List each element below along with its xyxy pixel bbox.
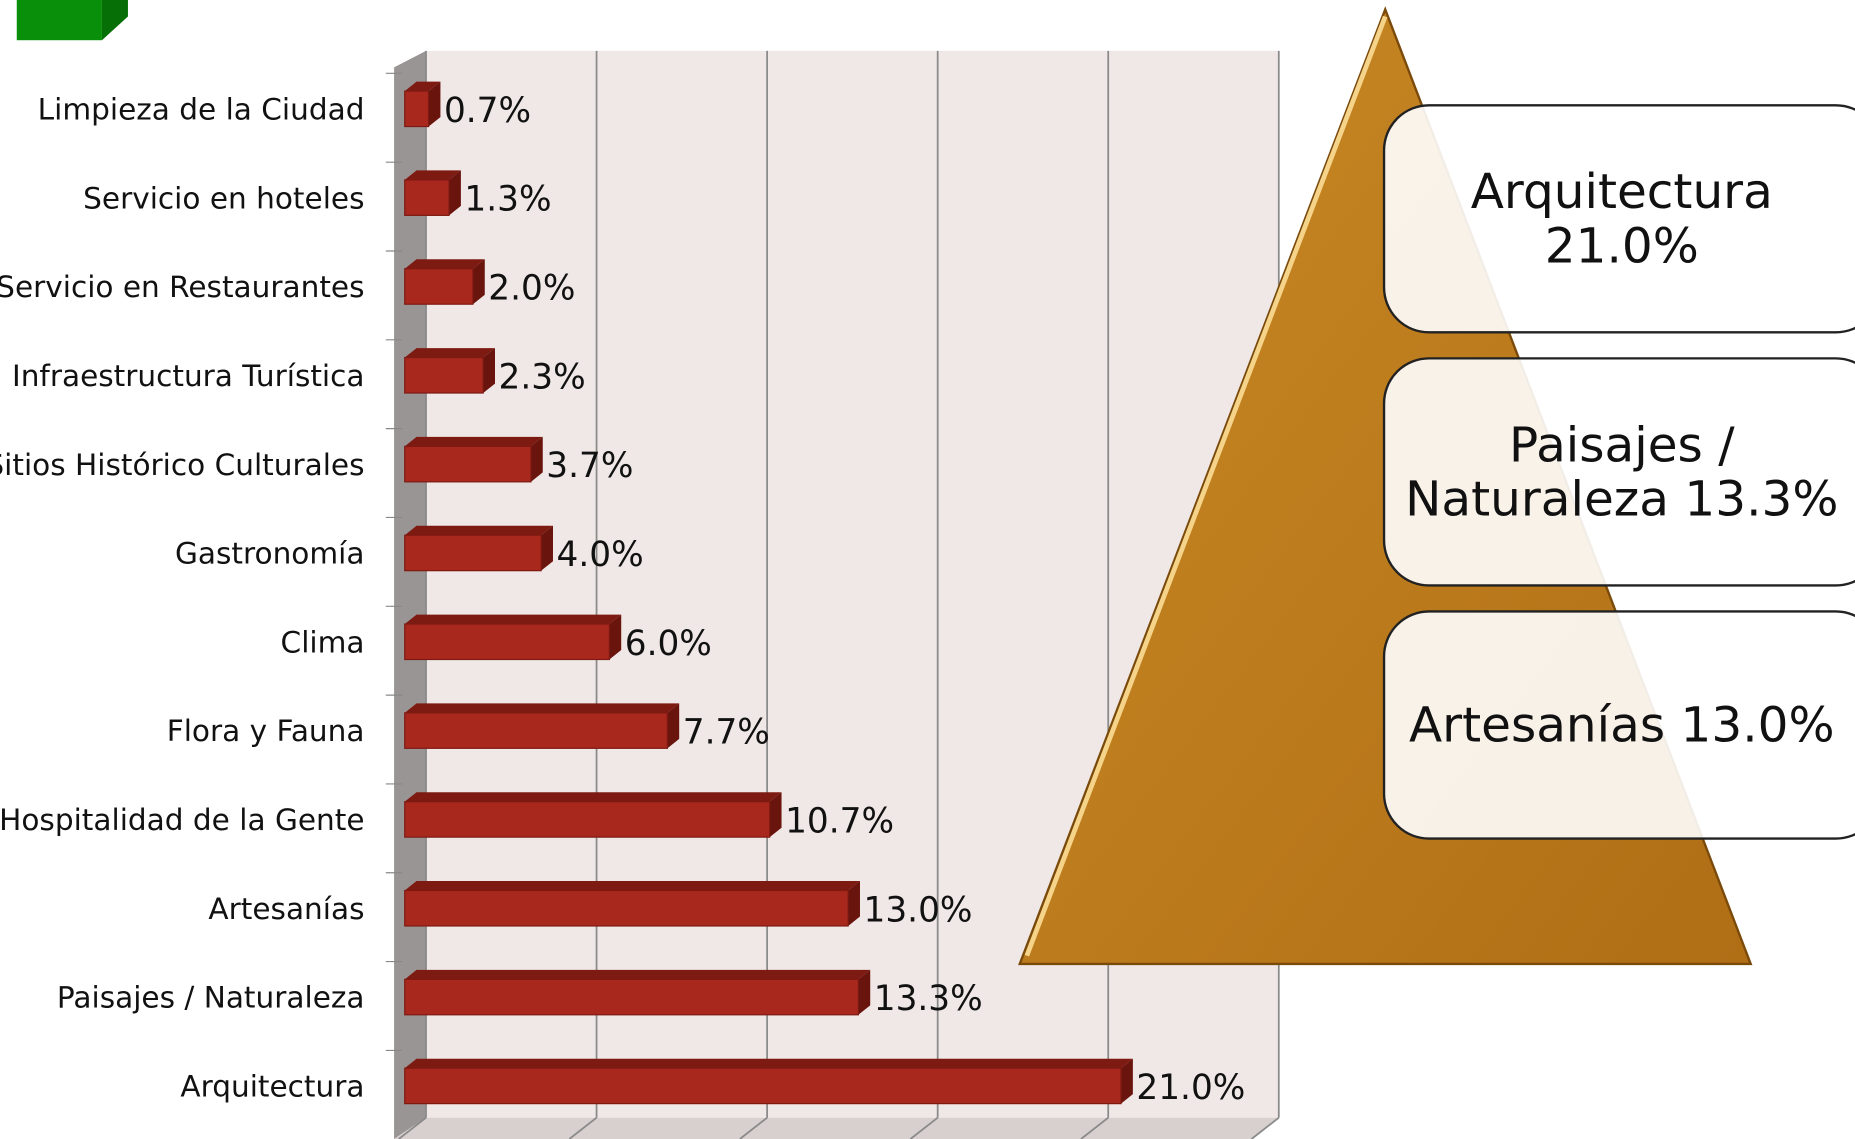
bar-top	[404, 703, 680, 713]
bar-side	[1121, 1058, 1133, 1104]
bar-side	[472, 259, 485, 305]
bar	[404, 348, 496, 394]
bar-top	[404, 881, 860, 891]
bar-side	[858, 969, 871, 1015]
pyramid-text: 21.0%	[1545, 219, 1699, 275]
value-label: 0.7%	[444, 91, 531, 131]
side-wall	[394, 50, 427, 1139]
category-label: Artesanías	[208, 892, 364, 926]
bar	[404, 436, 543, 483]
pyramid-text: Naturaleza 13.3%	[1405, 472, 1838, 528]
bar-top	[404, 792, 782, 802]
bar	[404, 881, 860, 927]
pyramid-box	[1382, 104, 1855, 334]
bar-top	[404, 259, 485, 269]
bar-side	[428, 81, 441, 127]
bar-chart: Limpieza de la Ciudad 0.7% Servicio en hot…	[0, 50, 1280, 1139]
bar	[404, 614, 622, 661]
category-label: Arquitectura	[180, 1070, 364, 1104]
bar-front	[404, 534, 542, 572]
value-label: 7.7%	[683, 713, 770, 753]
bar	[404, 525, 553, 572]
bar-top	[404, 81, 441, 92]
pyramid-text: Arquitectura	[1471, 164, 1773, 220]
value-label: 13.3%	[874, 979, 983, 1019]
bar-top	[404, 969, 871, 980]
floor-tick	[1080, 1117, 1109, 1139]
bar	[404, 969, 871, 1016]
pyramid-text: Paisajes /	[1509, 417, 1735, 473]
category-label: Limpieza de la Ciudad	[38, 92, 365, 126]
bar-front	[404, 1067, 1122, 1105]
bar-side	[541, 525, 553, 571]
value-label: 3.7%	[546, 446, 633, 486]
bar-side	[449, 170, 461, 216]
value-label: 2.3%	[499, 357, 586, 397]
value-label: 2.0%	[488, 268, 575, 308]
bar-top	[404, 614, 622, 625]
logo	[16, 0, 128, 41]
floor-tick	[398, 1117, 427, 1139]
bar-front	[404, 623, 610, 661]
pyramid-text: Artesanías 13.0%	[1409, 698, 1835, 754]
bar-side	[848, 881, 860, 926]
value-label: 4.0%	[557, 535, 644, 575]
bar-side	[483, 348, 496, 394]
bar	[404, 170, 461, 216]
bar-front	[404, 90, 430, 128]
bar-front	[404, 356, 484, 394]
bar-front	[404, 889, 849, 927]
floor	[394, 1117, 1279, 1139]
floor-tick	[739, 1117, 768, 1139]
category-label: Sitios Histórico Culturales	[0, 448, 365, 482]
bar	[404, 792, 782, 838]
bar	[404, 81, 441, 128]
bar-side	[609, 614, 622, 660]
category-label: Servicio en hoteles	[83, 181, 364, 215]
bar-top	[404, 436, 543, 447]
category-label: Hospitalidad de la Gente	[0, 803, 365, 837]
bar-side	[769, 792, 782, 838]
floor-tick	[909, 1117, 939, 1139]
value-label: 1.3%	[464, 180, 551, 220]
bar-front	[404, 445, 532, 483]
floor-tick	[568, 1117, 598, 1139]
category-label: Paisajes / Naturaleza	[57, 981, 365, 1015]
category-label: Flora y Fauna	[167, 714, 365, 748]
bar-front	[404, 268, 474, 305]
bar-front	[404, 801, 771, 838]
bar-side	[667, 703, 680, 749]
bar-front	[404, 978, 859, 1016]
bar-front	[404, 179, 450, 216]
floor-tick	[1251, 1117, 1280, 1139]
pyramid-box	[1382, 357, 1855, 587]
value-label: 6.0%	[625, 624, 712, 664]
value-label: 13.0%	[864, 890, 973, 930]
bar	[404, 1058, 1133, 1105]
value-label: 21.0%	[1136, 1068, 1245, 1108]
bar-top	[404, 1058, 1133, 1069]
category-label: Gastronomía	[175, 537, 364, 571]
bar	[404, 259, 485, 305]
value-label: 10.7%	[785, 801, 894, 841]
category-label: Infraestructura Turística	[12, 359, 365, 393]
bar	[404, 703, 680, 749]
bar-top	[404, 348, 496, 358]
bar-top	[404, 525, 553, 536]
bar-side	[530, 436, 543, 482]
bar-front	[404, 712, 668, 749]
category-label: Clima	[281, 625, 365, 659]
category-label: Servicio en Restaurantes	[0, 270, 365, 304]
pyramid-box	[1382, 610, 1855, 840]
bar-top	[404, 170, 461, 180]
